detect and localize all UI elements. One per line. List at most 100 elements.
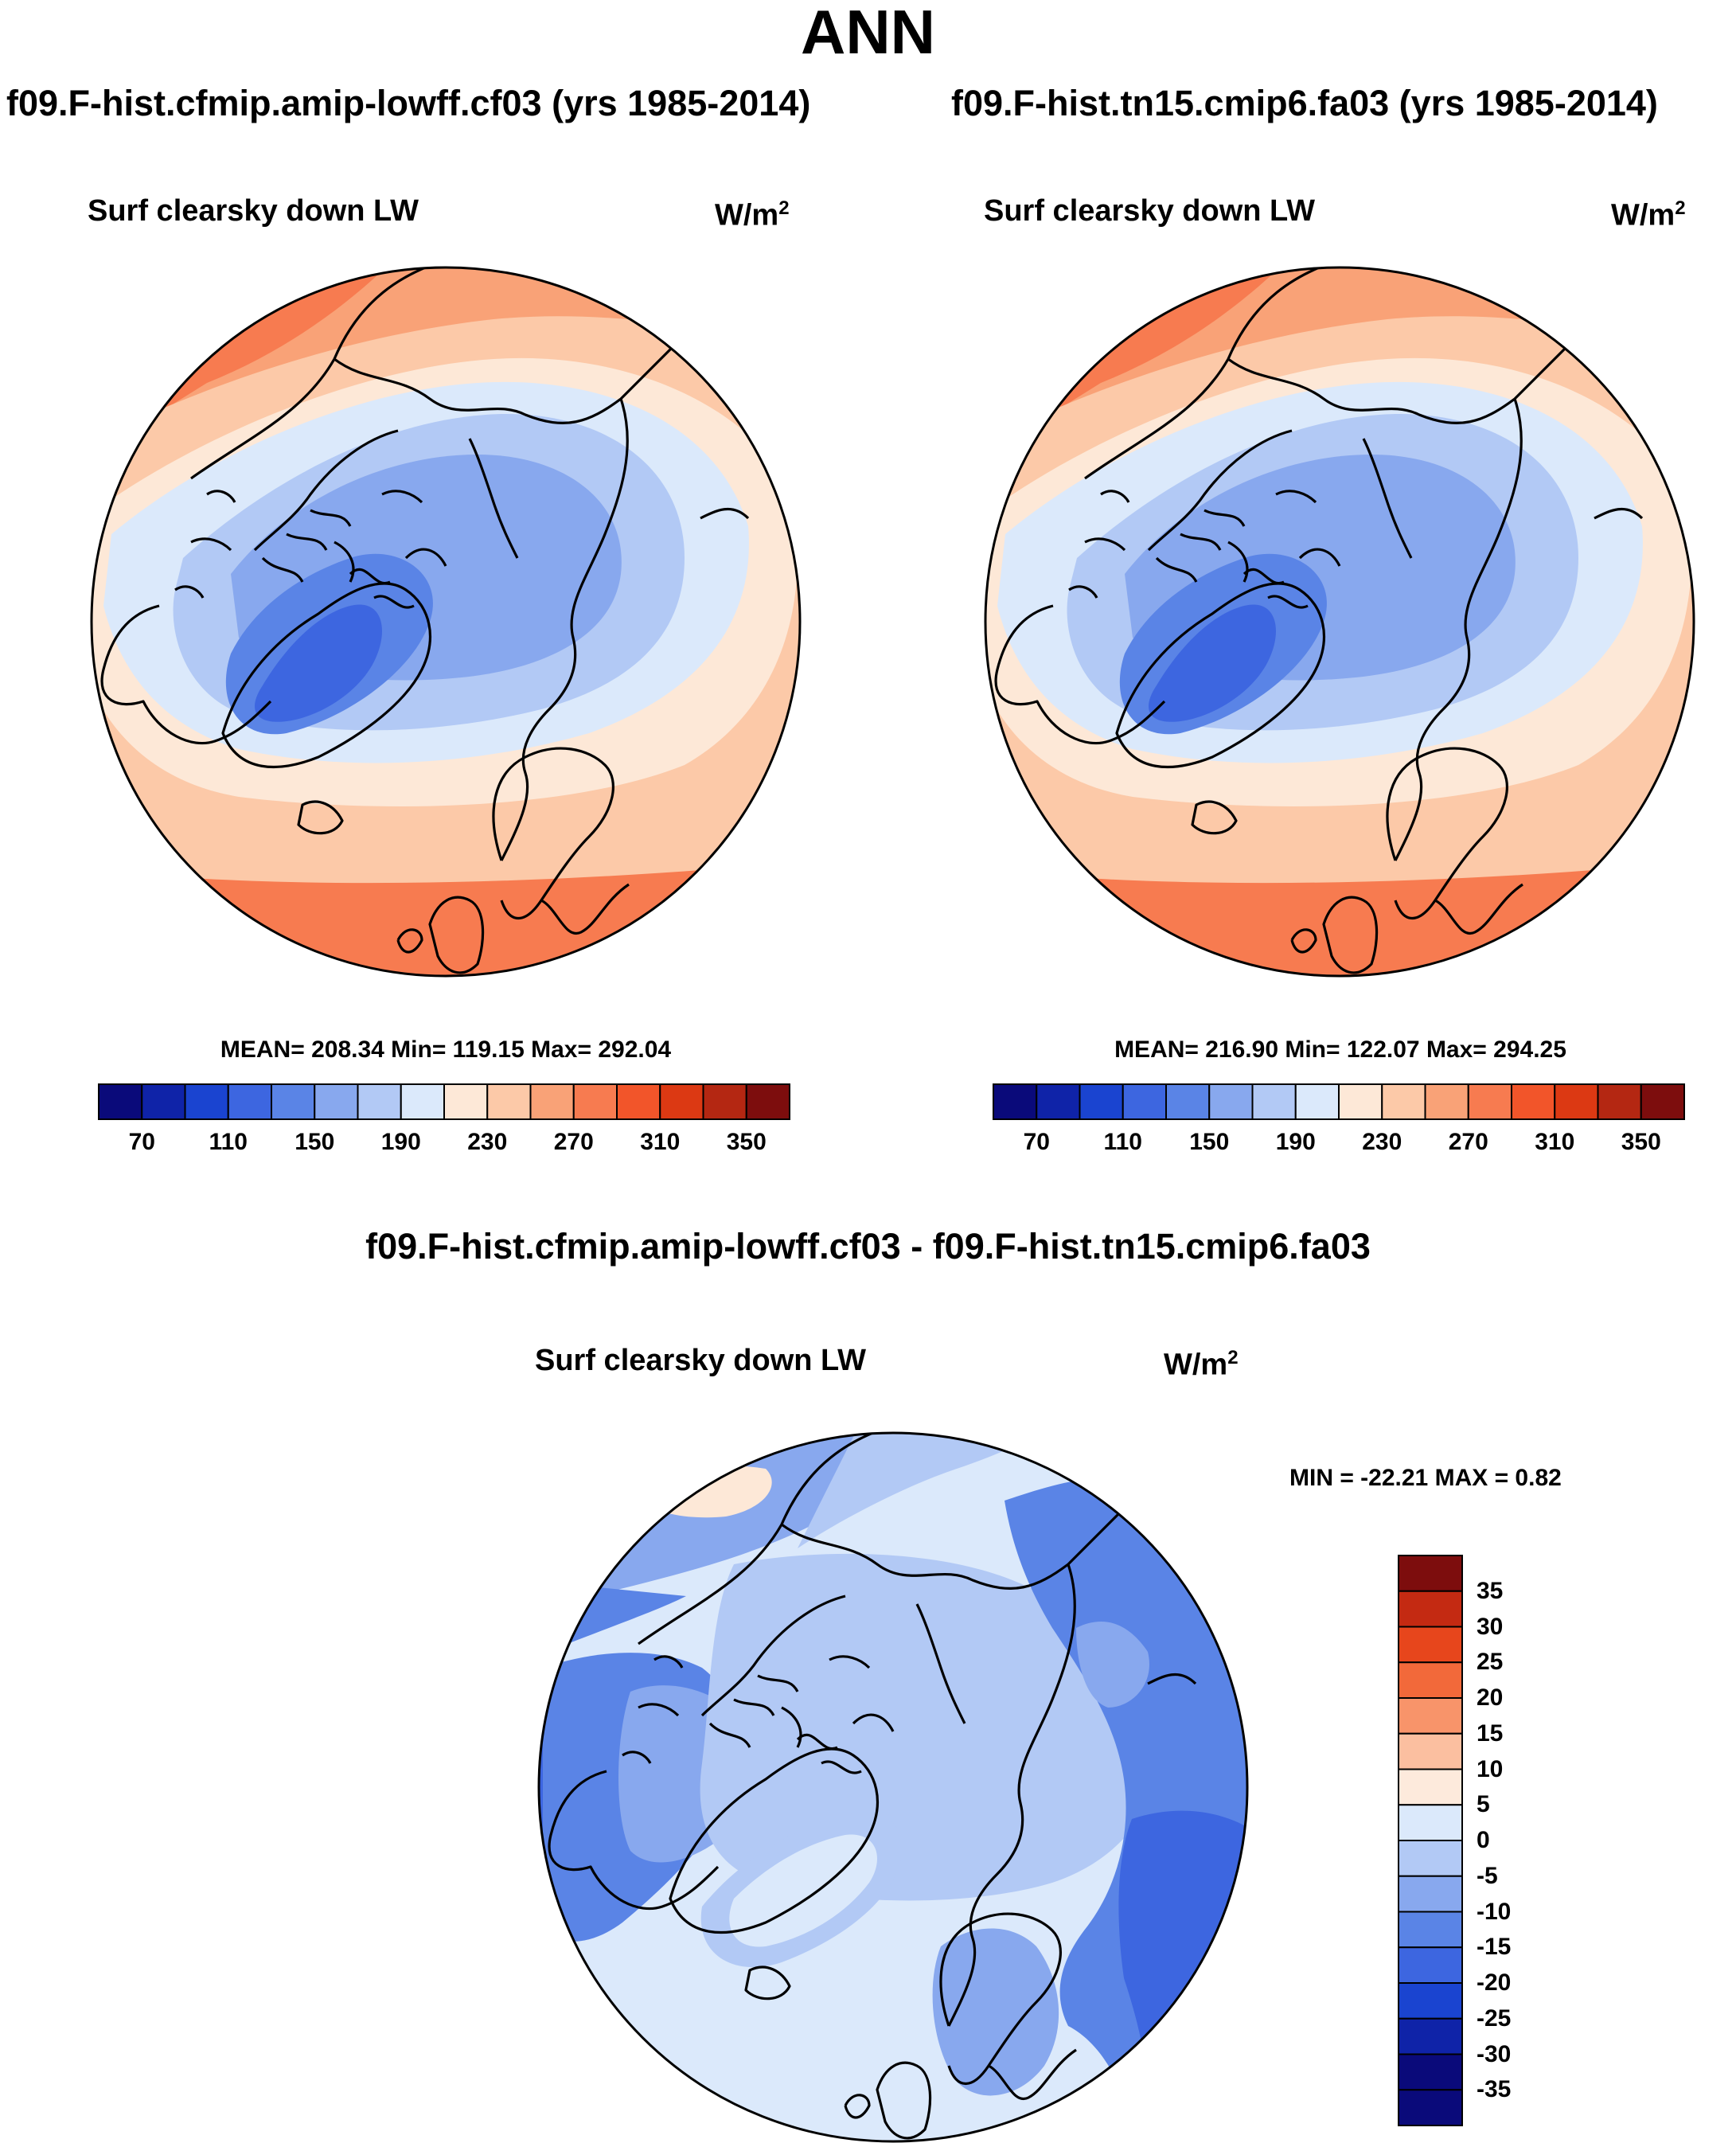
right-colorbar-tick-label: 270 [1448, 1129, 1488, 1155]
right-colorbar-box [1424, 1083, 1469, 1120]
diff-colorbar-tick-label: -35 [1477, 2076, 1512, 2103]
diff-colorbar-tick-label: -25 [1477, 2004, 1512, 2032]
left-colorbar-box [357, 1083, 402, 1120]
left-colorbar-box [271, 1083, 316, 1120]
diff-colorbar-box [1398, 1590, 1463, 1628]
diff-stats: MIN = -22.21 MAX = 0.82 [1289, 1465, 1562, 1491]
diff-map-border [537, 1431, 1249, 2143]
left-stats: MEAN= 208.34 Min= 119.15 Max= 292.04 [220, 1036, 672, 1063]
diff-colorbar-box [1398, 2089, 1463, 2126]
right-colorbar-tick-label: 110 [1103, 1129, 1142, 1155]
left-colorbar-box [443, 1083, 489, 1120]
right-units: W/m2 [1611, 197, 1686, 232]
right-colorbar-box [1640, 1083, 1685, 1120]
left-colorbar-box [529, 1083, 575, 1120]
right-colorbar-box [1381, 1083, 1426, 1120]
right-colorbar [993, 1083, 1685, 1120]
left-colorbar-tick-label: 230 [467, 1129, 508, 1155]
diff-colorbar-box [1398, 1875, 1463, 1913]
diff-colorbar-tick-label: 35 [1477, 1577, 1504, 1604]
left-colorbar-tick-label: 150 [295, 1129, 335, 1155]
diff-colorbar-box [1398, 2053, 1463, 2091]
diff-map [539, 1433, 1247, 2141]
diff-colorbar-box [1398, 1626, 1463, 1664]
left-colorbar-tick-label: 270 [553, 1129, 594, 1155]
left-colorbar-box [745, 1083, 790, 1120]
left-variable-label: Surf clearsky down LW [88, 194, 419, 228]
left-colorbar-tick-label: 190 [380, 1129, 421, 1155]
diff-colorbar-tick-label: 20 [1477, 1684, 1504, 1711]
diff-colorbar-box [1398, 1661, 1463, 1699]
diff-colorbar-tick-label: 25 [1477, 1649, 1504, 1676]
left-colorbar-tick-label: 110 [209, 1129, 248, 1155]
right-map-border [984, 266, 1695, 978]
right-colorbar-box [1554, 1083, 1599, 1120]
diff-colorbar-tick-label: -10 [1477, 1898, 1512, 1925]
right-colorbar-tick-label: 230 [1362, 1129, 1402, 1155]
left-colorbar-box [616, 1083, 661, 1120]
right-colorbar-box [993, 1083, 1038, 1120]
left-colorbar-box [702, 1083, 747, 1120]
diff-colorbar-tick-label: 10 [1477, 1755, 1504, 1782]
right-colorbar-box [1165, 1083, 1211, 1120]
diff-units: W/m2 [1164, 1347, 1239, 1382]
diff-colorbar-box [1398, 1555, 1463, 1592]
right-case-title: f09.F-hist.tn15.cmip6.fa03 (yrs 1985-201… [951, 83, 1658, 123]
right-colorbar-box [1467, 1083, 1512, 1120]
diff-colorbar-box [1398, 2017, 1463, 2055]
left-colorbar-box [227, 1083, 272, 1120]
diff-colorbar-box [1398, 1982, 1463, 2020]
right-stats: MEAN= 216.90 Min= 122.07 Max= 294.25 [1114, 1036, 1566, 1063]
diff-colorbar-box [1398, 1911, 1463, 1949]
diff-colorbar-tick-label: -20 [1477, 1969, 1512, 1996]
left-units: W/m2 [715, 197, 790, 232]
diff-colorbar-tick-label: 0 [1477, 1827, 1490, 1853]
diff-colorbar-box [1398, 1768, 1463, 1806]
diff-colorbar-tick-label: 5 [1477, 1791, 1490, 1818]
diff-colorbar-tick-label: -30 [1477, 2040, 1512, 2067]
left-colorbar-box [572, 1083, 618, 1120]
left-colorbar-tick-label: 310 [640, 1129, 681, 1155]
right-colorbar-tick-label: 190 [1275, 1129, 1316, 1155]
left-colorbar-tick-label: 70 [128, 1129, 155, 1155]
right-colorbar-tick-label: 150 [1189, 1129, 1230, 1155]
right-colorbar-box [1597, 1083, 1642, 1120]
diff-colorbar-tick-label: -5 [1477, 1862, 1498, 1889]
diff-colorbar-tick-label: 30 [1477, 1613, 1504, 1640]
figure-title: ANN [801, 0, 935, 67]
right-colorbar-box [1122, 1083, 1167, 1120]
left-colorbar-box [98, 1083, 143, 1120]
diff-colorbar-box [1398, 1840, 1463, 1877]
diff-colorbar-tick-label: -15 [1477, 1934, 1512, 1961]
right-variable-label: Surf clearsky down LW [984, 194, 1315, 228]
left-case-title: f09.F-hist.cfmip.amip-lowff.cf03 (yrs 19… [6, 83, 811, 123]
left-map-border [90, 266, 802, 978]
diff-colorbar-tick-label: 15 [1477, 1719, 1504, 1747]
diff-case-title: f09.F-hist.cfmip.amip-lowff.cf03 - f09.F… [365, 1226, 1371, 1267]
right-map [985, 267, 1694, 976]
right-colorbar-tick-label: 350 [1621, 1129, 1661, 1155]
right-colorbar-box [1511, 1083, 1556, 1120]
diff-colorbar-box [1398, 1946, 1463, 1984]
right-colorbar-box [1338, 1083, 1383, 1120]
left-colorbar-box [486, 1083, 532, 1120]
left-colorbar-box [314, 1083, 359, 1120]
diff-colorbar-box [1398, 1732, 1463, 1770]
right-colorbar-box [1251, 1083, 1297, 1120]
right-colorbar-box [1208, 1083, 1254, 1120]
left-colorbar-box [400, 1083, 445, 1120]
left-colorbar-box [184, 1083, 229, 1120]
right-colorbar-box [1079, 1083, 1124, 1120]
left-colorbar-tick-label: 350 [726, 1129, 767, 1155]
left-colorbar-box [141, 1083, 186, 1120]
diff-colorbar-box [1398, 1697, 1463, 1735]
right-colorbar-tick-label: 70 [1023, 1129, 1050, 1155]
left-map [92, 267, 800, 976]
right-colorbar-tick-label: 310 [1535, 1129, 1575, 1155]
left-colorbar [98, 1083, 790, 1120]
left-colorbar-box [659, 1083, 704, 1120]
right-colorbar-box [1036, 1083, 1081, 1120]
right-colorbar-box [1294, 1083, 1340, 1120]
